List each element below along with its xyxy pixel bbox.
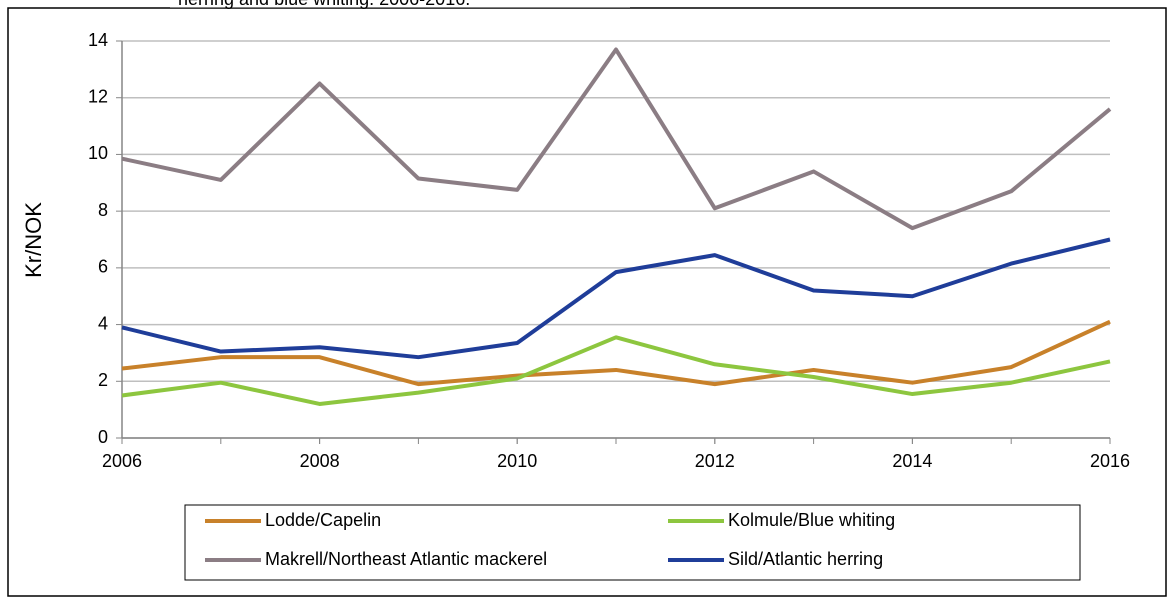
legend-label: Sild/Atlantic herring: [728, 549, 883, 569]
series-line: [121, 335, 1111, 406]
y-tick-label: 4: [98, 313, 108, 333]
y-tick-label: 14: [88, 30, 108, 50]
series-line: [121, 47, 1112, 231]
x-tick-label: 2016: [1090, 451, 1130, 471]
legend-label: Lodde/Capelin: [265, 510, 381, 530]
y-tick-label: 10: [88, 143, 108, 163]
series-line: [121, 237, 1111, 360]
x-tick-label: 2014: [892, 451, 932, 471]
y-tick-label: 12: [88, 86, 108, 106]
title-backdrop: [170, 0, 630, 8]
y-axis-label: Kr/NOK: [21, 202, 46, 278]
legend-label: Makrell/Northeast Atlantic mackerel: [265, 549, 547, 569]
legend-label: Kolmule/Blue whiting: [728, 510, 895, 530]
legend-box: [184, 504, 1081, 581]
series-line: [121, 319, 1111, 387]
y-tick-label: 2: [98, 370, 108, 390]
x-tick-label: 2012: [695, 451, 735, 471]
y-tick-label: 8: [98, 200, 108, 220]
x-tick-label: 2010: [497, 451, 537, 471]
chart-border: [7, 7, 1167, 597]
x-tick-label: 2008: [300, 451, 340, 471]
x-tick-label: 2006: [102, 451, 142, 471]
y-tick-label: 6: [98, 257, 108, 277]
y-tick-label: 0: [98, 427, 108, 447]
chart-title: herring and blue whiting. 2006-2016.: [178, 0, 470, 9]
